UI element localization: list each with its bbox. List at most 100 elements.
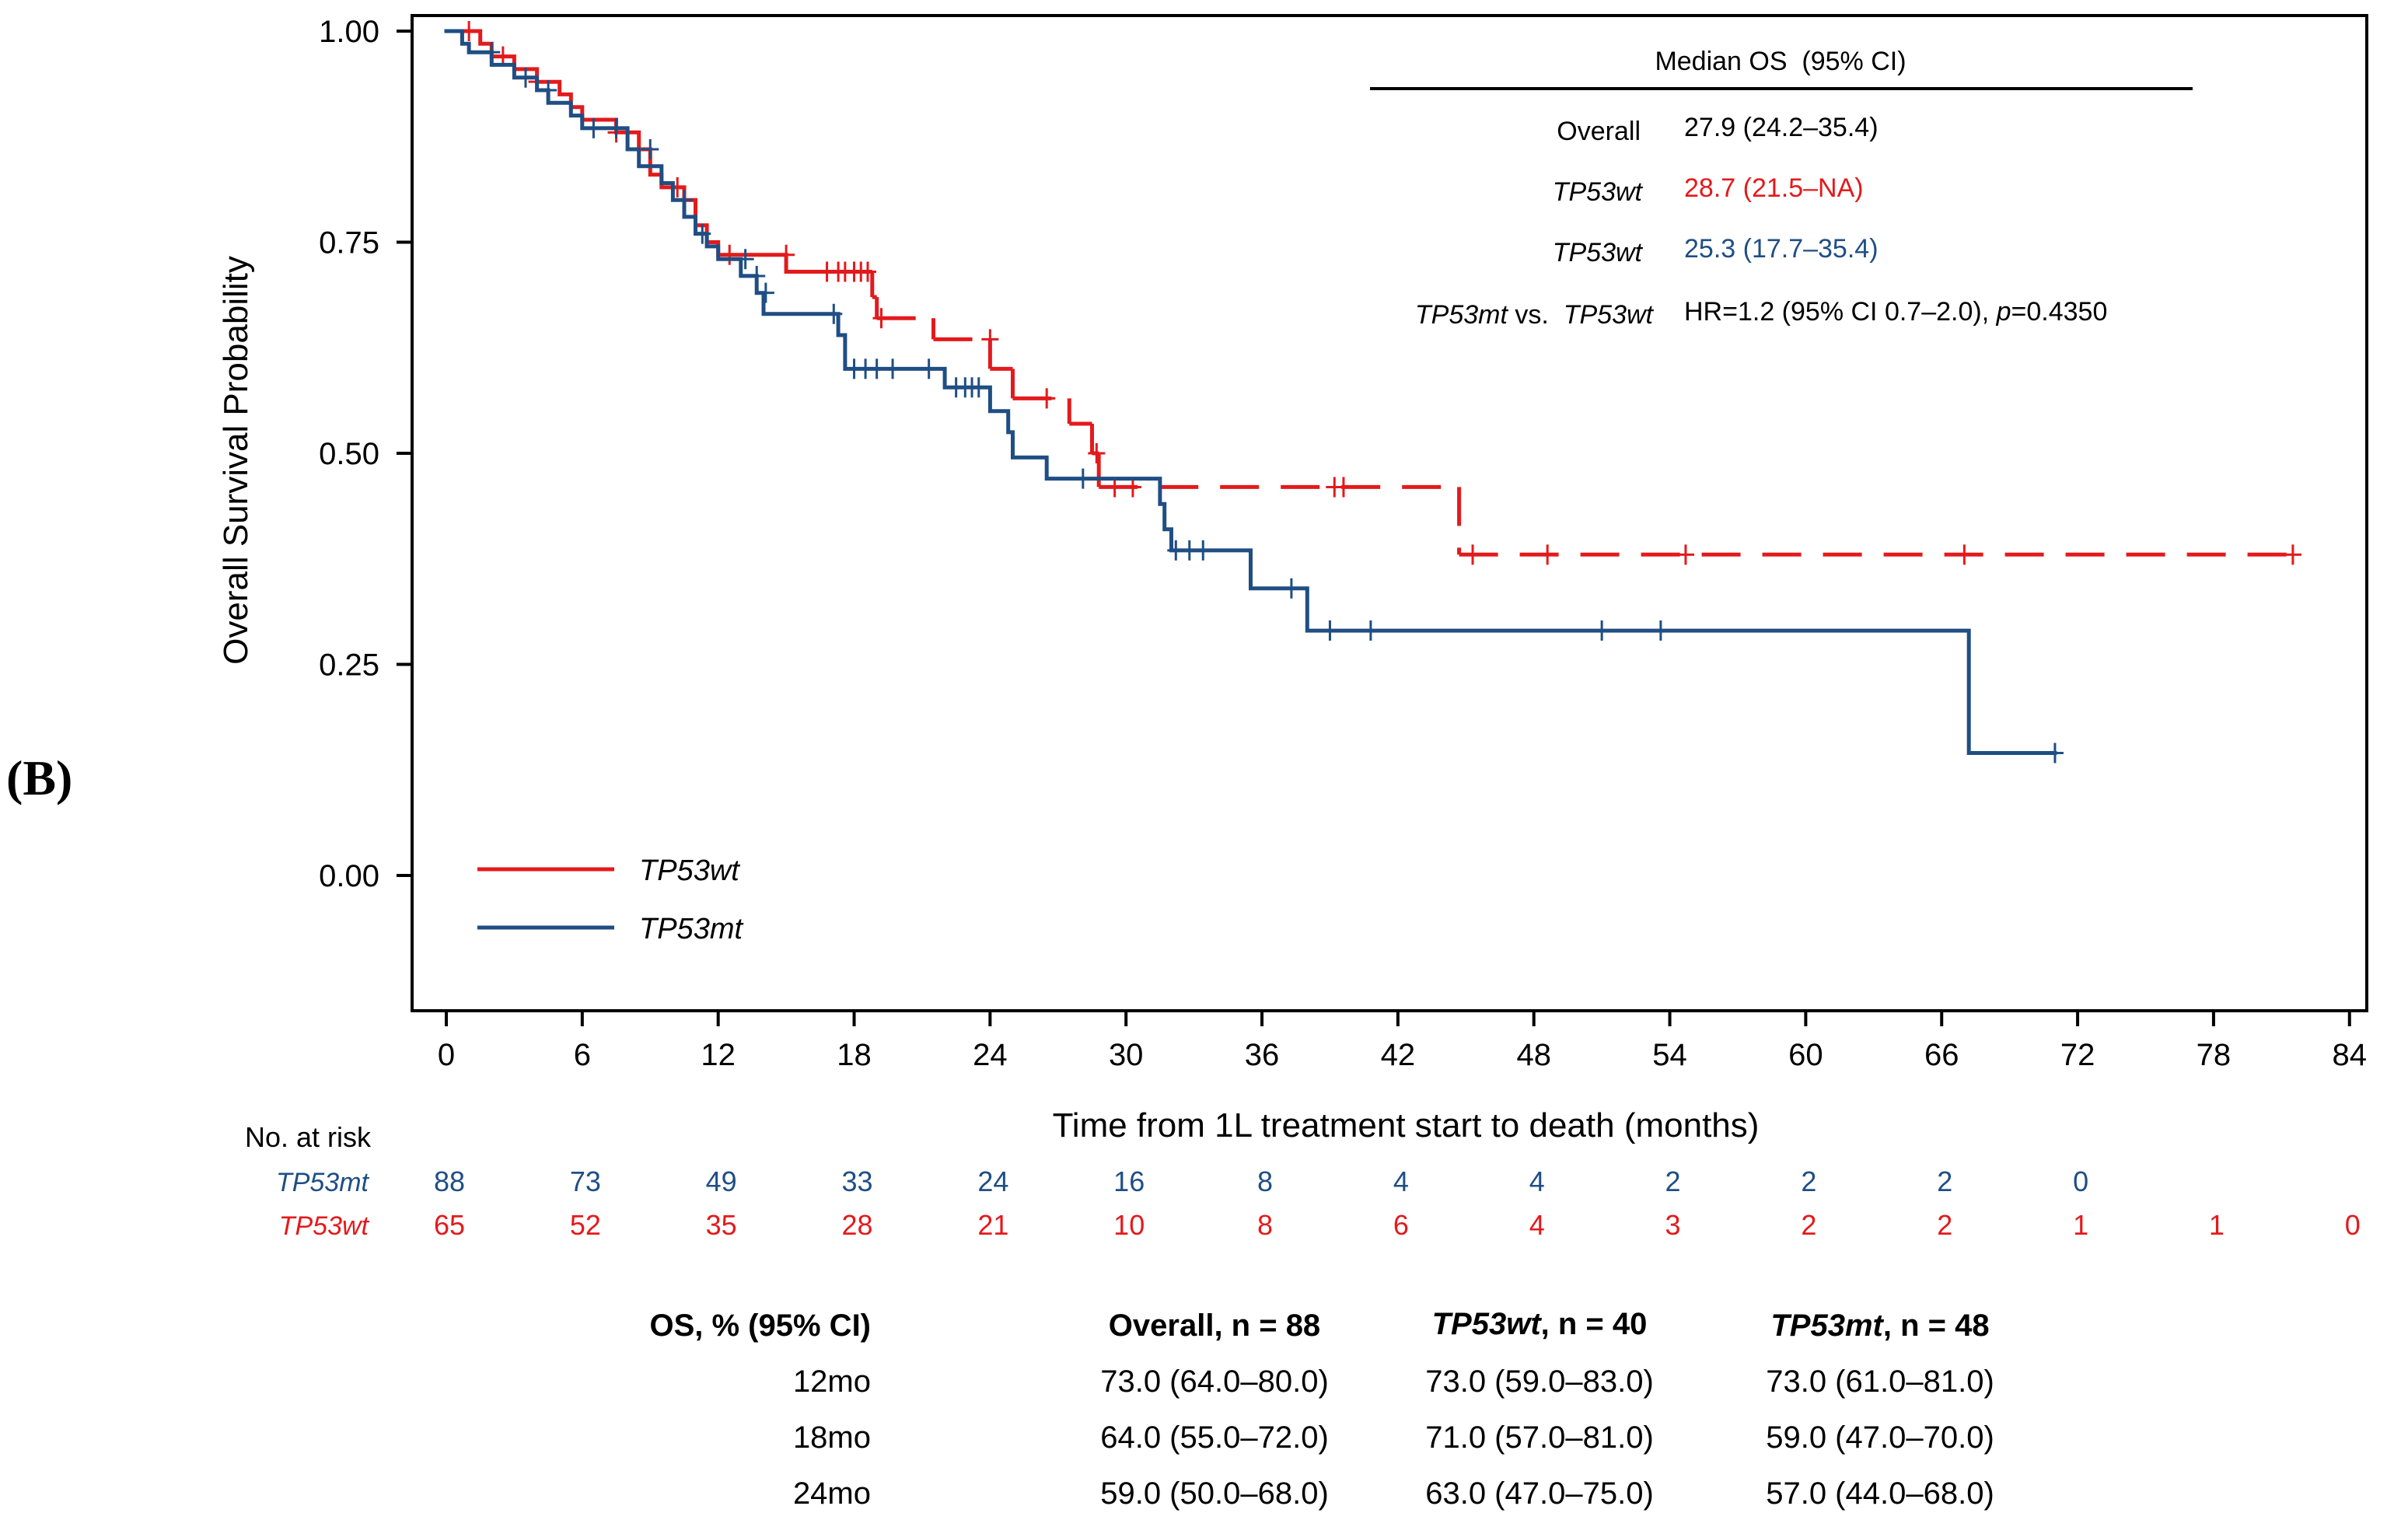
x-tick-label: 6 [574,1038,591,1072]
risk-count: 3 [1665,1209,1681,1241]
censor-mark-tp53wt [778,244,795,265]
os-row-label: 18mo [793,1420,871,1455]
risk-count: 88 [434,1165,465,1197]
x-tick-label: 24 [973,1038,1008,1072]
os-row-value: 73.0 (61.0–81.0) [1766,1365,1994,1399]
km-curves [444,21,2301,764]
risk-counts: 88 73 49 33 24 16 8 4 4 2 2 2 065 52 35 28 21 10 8 6 4 3 2 2 1 1 0 [434,1165,2361,1241]
risk-count: 6 [1393,1209,1409,1241]
censor-mark-tp53wt [1464,544,1482,565]
censor-mark-tp53mt [884,358,902,379]
censor-mark-tp53mt [1194,540,1212,561]
censor-mark-tp53mt [1361,620,1379,641]
censor-mark-tp53mt [516,67,534,88]
risk-title: No. at risk [245,1121,372,1153]
os-row-label: 12mo [793,1365,871,1399]
risk-count: 2 [1937,1165,1952,1197]
legend-label-tp53mt: TP53mt [639,913,743,945]
risk-count: 2 [1801,1209,1816,1241]
censor-mark-tp53wt [872,308,890,329]
panel-label: (B) [6,750,72,805]
risk-count: 2 [1937,1209,1952,1241]
inset-row-value: 28.7 (21.5–NA) [1684,173,1864,203]
y-tick-label: 0.75 [319,226,379,260]
risk-count: 1 [2073,1209,2088,1241]
risk-count: 2 [1801,1165,1816,1197]
risk-count: 16 [1113,1165,1145,1197]
x-tick-label: 42 [1381,1038,1416,1072]
risk-count: 65 [434,1209,465,1241]
os-row-value: 64.0 (55.0–72.0) [1100,1420,1329,1455]
inset-comparison-label: TP53mt vs. TP53wt [1415,300,1655,330]
risk-count: 33 [841,1165,872,1197]
inset-row-value: 25.3 (17.7–35.4) [1684,234,1879,264]
risk-count: 8 [1257,1209,1273,1241]
risk-count: 4 [1529,1165,1545,1197]
x-axis-title: Time from 1L treatment start to death (m… [1053,1106,1760,1144]
legend-label-tp53wt: TP53wt [639,854,740,887]
censor-mark-tp53mt [540,80,557,101]
os-row-value: 73.0 (64.0–80.0) [1100,1365,1329,1399]
os-row-value: 57.0 (44.0–68.0) [1766,1476,1994,1511]
censor-mark-tp53mt [585,117,603,138]
os-header-label: OS, % (95% CI) [649,1309,871,1343]
x-tick-label: 48 [1516,1038,1551,1072]
censor-mark-tp53mt [1321,620,1339,641]
censor-mark-tp53mt [1651,620,1669,641]
median-os-inset: Median OS (95% CI) Overall 27.9 (24.2–35… [1370,47,2193,330]
os-row-label: 24mo [793,1476,871,1511]
y-tick-label: 1.00 [319,15,379,49]
os-row-value: 59.0 (47.0–70.0) [1766,1420,1994,1455]
risk-count: 24 [977,1165,1008,1197]
km-curve-tp53mt [444,29,2057,755]
x-tick-label: 18 [837,1038,872,1072]
x-tick-label: 12 [701,1038,736,1072]
risk-row-label-tp53wt: TP53wt [279,1211,370,1241]
risk-count: 28 [841,1209,872,1241]
censor-mark-tp53mt [757,282,774,303]
censor-mark-tp53mt [748,265,766,286]
censor-mark-tp53mt [607,117,625,138]
os-row-value: 73.0 (59.0–83.0) [1425,1365,1654,1399]
risk-count: 0 [2073,1165,2088,1197]
censor-mark-tp53mt [694,223,711,244]
x-axis: 0 6 12 18 24 30 36 42 48 54 60 66 72 78 84 [438,1011,2367,1072]
censor-mark-tp53mt [970,377,987,398]
censor-mark-tp53wt [1676,544,1694,565]
censor-mark-tp53wt [859,261,876,282]
risk-row-label-tp53mt: TP53mt [276,1168,370,1197]
legend: TP53wt TP53mt [477,854,743,945]
y-tick-label: 0.50 [319,437,379,471]
x-tick-label: 72 [2060,1038,2095,1072]
os-rows: 12mo 73.0 (64.0–80.0) 73.0 (59.0–83.0) 73.0… [793,1365,1994,1511]
risk-count: 2 [1665,1165,1681,1197]
censor-mark-tp53wt [1539,544,1557,565]
x-tick-label: 78 [2197,1038,2232,1072]
inset-row-label: Overall [1557,117,1641,146]
censor-mark-tp53mt [1593,620,1611,641]
censor-mark-tp53wt [1038,388,1056,409]
censor-mark-tp53mt [1074,468,1092,489]
censor-mark-tp53wt [721,244,739,265]
censor-mark-tp53mt [825,303,843,324]
risk-count: 4 [1393,1165,1409,1197]
censor-mark-tp53mt [675,190,693,211]
risk-count: 10 [1113,1209,1145,1241]
censor-mark-tp53wt [2284,544,2301,565]
censor-mark-tp53wt [1088,443,1106,463]
x-tick-label: 54 [1652,1038,1687,1072]
os-header-tp53wt: TP53wt, n = 40 [1432,1307,1648,1341]
inset-comparison-value: HR=1.2 (95% CI 0.7–2.0), p=0.4350 [1684,297,2107,327]
km-curve-tp53wt [444,29,868,274]
os-header-tp53mt: TP53mt, n = 48 [1770,1309,1989,1343]
y-axis: 0.00 0.25 0.50 0.75 1.00 [319,15,412,893]
os-summary-table: OS, % (95% CI) Overall, n = 88 TP53wt, n… [649,1307,1994,1511]
inset-row-label: TP53wt [1553,238,1644,267]
censor-mark-tp53mt [1282,578,1300,599]
censor-mark-tp53mt [2046,743,2064,764]
x-tick-label: 30 [1109,1038,1144,1072]
risk-count: 52 [570,1209,601,1241]
os-header-overall: Overall, n = 88 [1109,1309,1320,1343]
censor-mark-tp53mt [641,139,659,160]
